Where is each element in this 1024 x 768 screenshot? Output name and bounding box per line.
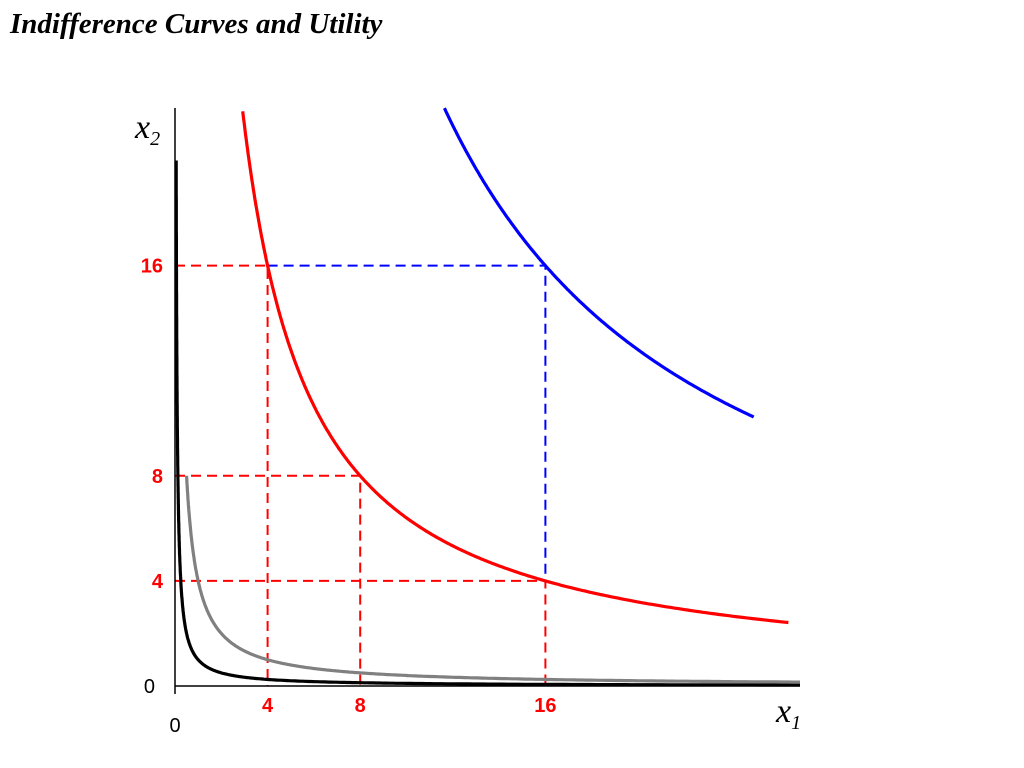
- reference-line-1: [175, 264, 269, 686]
- x-axis-label: x1: [775, 693, 801, 734]
- indifference-curve-4: [442, 107, 755, 419]
- y-tick-label-8: 8: [152, 466, 163, 488]
- indifference-curve-2: [185, 475, 800, 684]
- axes: [174, 108, 800, 694]
- y-tick-label-16: 16: [141, 256, 163, 278]
- x-axis-label-sub: 1: [791, 712, 801, 734]
- page-title: Indifference Curves and Utility: [10, 8, 383, 40]
- indifference-curve-3: [241, 111, 789, 625]
- x-tick-label-4: 4: [262, 695, 274, 717]
- tick-labels: 4 8 16 4 8 16: [141, 256, 557, 717]
- x-origin-label: 0: [169, 715, 180, 737]
- indifference-curves: [174, 107, 800, 687]
- indifference-curve-1: [174, 160, 800, 687]
- y-axis-label-sub: 2: [150, 128, 160, 150]
- y-origin-label: 0: [144, 676, 155, 698]
- x-tick-label-8: 8: [355, 695, 366, 717]
- x-tick-label-16: 16: [534, 695, 556, 717]
- y-axis-label-var: x: [134, 109, 150, 146]
- y-axis-label: x2: [134, 109, 160, 150]
- reference-line-2: [267, 264, 547, 581]
- y-tick-label-4: 4: [152, 571, 164, 593]
- x-axis-label-var: x: [775, 693, 791, 730]
